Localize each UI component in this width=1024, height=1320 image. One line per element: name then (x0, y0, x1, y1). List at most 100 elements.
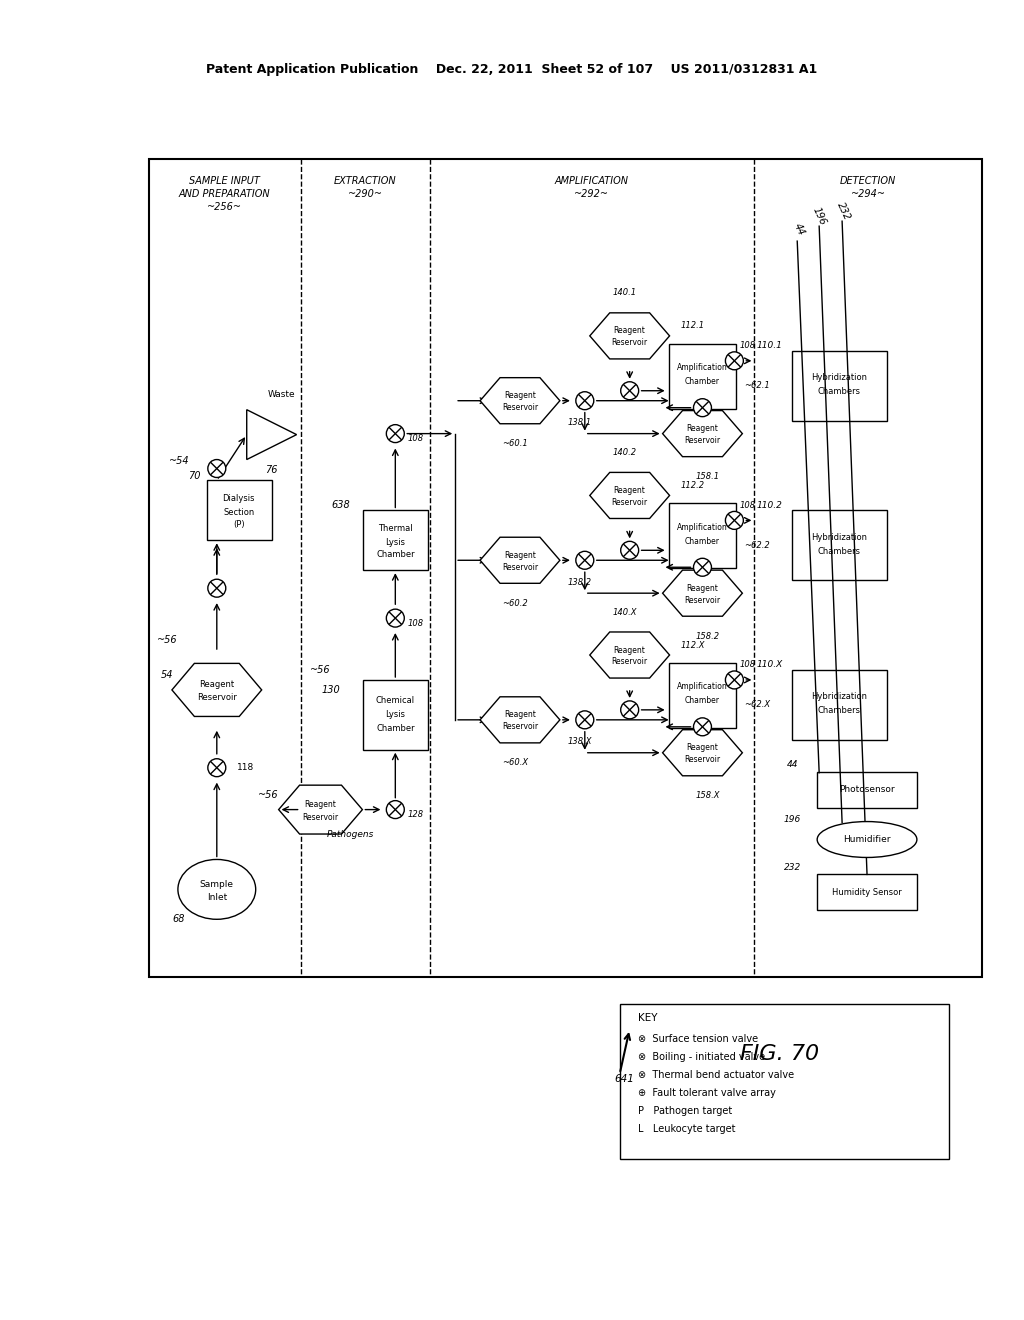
Polygon shape (663, 411, 742, 457)
Text: P   Pathogen target: P Pathogen target (638, 1106, 732, 1115)
Text: 108: 108 (739, 500, 756, 510)
Text: ~62.2: ~62.2 (744, 541, 770, 550)
Ellipse shape (817, 821, 916, 858)
Text: ~292~: ~292~ (574, 189, 609, 199)
Text: Amplification: Amplification (677, 523, 728, 532)
Text: ⊗  Surface tension valve: ⊗ Surface tension valve (638, 1034, 758, 1044)
Text: EXTRACTION: EXTRACTION (334, 177, 396, 186)
Polygon shape (480, 697, 560, 743)
Text: ~256~: ~256~ (207, 202, 243, 213)
Text: ~60.1: ~60.1 (502, 440, 527, 447)
Circle shape (725, 352, 743, 370)
Text: 138.1: 138.1 (567, 418, 592, 428)
Text: ~60.2: ~60.2 (502, 599, 527, 607)
Text: Chamber: Chamber (685, 537, 720, 546)
Text: Reservoir: Reservoir (197, 693, 237, 702)
Text: Reagent: Reagent (686, 583, 719, 593)
Text: Patent Application Publication    Dec. 22, 2011  Sheet 52 of 107    US 2011/0312: Patent Application Publication Dec. 22, … (207, 63, 817, 77)
Text: FIG. 70: FIG. 70 (739, 1044, 819, 1064)
Text: 638: 638 (331, 500, 350, 511)
Text: Chambers: Chambers (817, 387, 860, 396)
Text: Chambers: Chambers (817, 706, 860, 715)
Text: ⊕  Fault tolerant valve array: ⊕ Fault tolerant valve array (638, 1088, 775, 1098)
Text: 140.1: 140.1 (612, 289, 637, 297)
Polygon shape (279, 785, 362, 834)
Text: Reagent: Reagent (613, 486, 645, 495)
Text: Reagent: Reagent (504, 550, 536, 560)
Polygon shape (663, 730, 742, 776)
Text: Reservoir: Reservoir (611, 338, 648, 347)
Text: (P): (P) (232, 520, 245, 529)
Text: 232: 232 (783, 863, 801, 873)
Text: 44: 44 (786, 760, 798, 770)
Text: ~62.1: ~62.1 (744, 381, 770, 391)
Text: ~290~: ~290~ (348, 189, 383, 199)
Text: Sample: Sample (200, 880, 233, 888)
Ellipse shape (178, 859, 256, 919)
Bar (817, 874, 916, 911)
Circle shape (621, 381, 639, 400)
Polygon shape (590, 632, 670, 678)
Text: Reagent: Reagent (504, 391, 536, 400)
Circle shape (693, 718, 712, 735)
Circle shape (725, 511, 743, 529)
Text: AND PREPARATION: AND PREPARATION (179, 189, 270, 199)
Bar (148, 160, 982, 977)
Bar (364, 511, 428, 570)
Polygon shape (590, 313, 670, 359)
Text: ~294~: ~294~ (851, 189, 886, 199)
Bar (669, 503, 736, 568)
Text: Section: Section (223, 508, 254, 517)
Text: ~60.X: ~60.X (502, 758, 528, 767)
Bar (817, 772, 916, 808)
Text: Chamber: Chamber (376, 725, 415, 734)
Text: ~62.X: ~62.X (744, 701, 770, 709)
Text: 108: 108 (739, 660, 756, 669)
Text: Lysis: Lysis (385, 537, 406, 546)
Text: Humidity Sensor: Humidity Sensor (833, 888, 902, 896)
Bar (793, 511, 887, 581)
Text: Thermal: Thermal (378, 524, 413, 533)
Bar (364, 680, 428, 750)
Bar (669, 343, 736, 409)
Circle shape (575, 552, 594, 569)
Polygon shape (663, 570, 742, 616)
Text: 158.2: 158.2 (695, 631, 720, 640)
Text: ~54: ~54 (169, 455, 189, 466)
Text: Chamber: Chamber (685, 697, 720, 705)
Text: Reservoir: Reservoir (611, 498, 648, 507)
Polygon shape (590, 473, 670, 519)
Bar (620, 1005, 949, 1159)
Circle shape (208, 579, 225, 597)
Text: 44: 44 (792, 222, 806, 238)
Text: Hybridization: Hybridization (811, 693, 867, 701)
Text: 68: 68 (173, 915, 185, 924)
Text: Chemical: Chemical (376, 697, 415, 705)
Text: Dialysis: Dialysis (222, 494, 255, 503)
Text: Chambers: Chambers (817, 546, 860, 556)
Text: Reservoir: Reservoir (611, 657, 648, 667)
Text: 130: 130 (322, 685, 340, 694)
Polygon shape (247, 409, 297, 459)
Text: 76: 76 (265, 465, 278, 474)
Bar (669, 663, 736, 727)
Text: 110.1: 110.1 (757, 342, 782, 350)
Circle shape (386, 801, 404, 818)
Text: Reservoir: Reservoir (502, 722, 538, 731)
Circle shape (693, 399, 712, 417)
Text: Pathogens: Pathogens (327, 830, 374, 840)
Text: 110.2: 110.2 (757, 500, 782, 510)
Text: Reagent: Reagent (504, 710, 536, 719)
Polygon shape (172, 664, 262, 717)
Text: ~56: ~56 (157, 635, 177, 645)
Text: Lysis: Lysis (385, 710, 406, 719)
Text: Amplification: Amplification (677, 682, 728, 692)
Text: Waste: Waste (268, 391, 296, 399)
Text: ⊗  Thermal bend actuator valve: ⊗ Thermal bend actuator valve (638, 1071, 794, 1080)
Text: Reservoir: Reservoir (684, 436, 721, 445)
Text: Reservoir: Reservoir (684, 595, 721, 605)
Text: Humidifier: Humidifier (844, 836, 891, 843)
Text: Chamber: Chamber (376, 550, 415, 558)
Text: Reagent: Reagent (613, 645, 645, 655)
Text: ~56: ~56 (258, 789, 279, 800)
